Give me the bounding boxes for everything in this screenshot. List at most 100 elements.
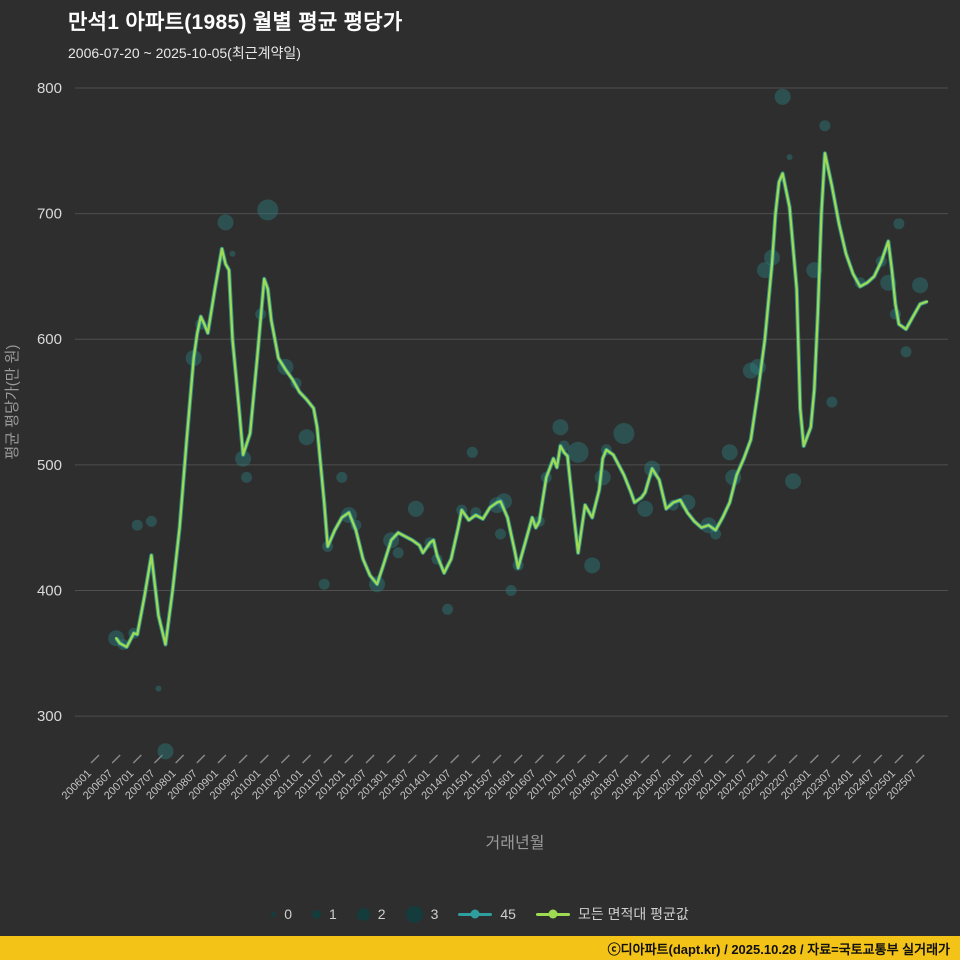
- x-tick-mark: [259, 754, 269, 764]
- x-tick-mark: [915, 754, 925, 764]
- x-tick-mark: [196, 754, 206, 764]
- x-tick-mark: [809, 754, 819, 764]
- y-tick-label: 400: [37, 582, 62, 599]
- scatter-bubble[interactable]: [229, 250, 236, 257]
- y-tick-label: 300: [37, 708, 62, 725]
- scatter-bubble[interactable]: [392, 547, 404, 559]
- legend-size-0[interactable]: 0: [271, 906, 292, 922]
- x-tick-mark: [598, 754, 608, 764]
- scatter-bubble[interactable]: [552, 419, 569, 436]
- scatter-bubble[interactable]: [819, 120, 831, 132]
- x-tick-mark: [153, 754, 163, 764]
- teal-line-icon: [458, 909, 493, 919]
- chart-header: 만석1 아파트(1985) 월별 평균 평당가 2006-07-20 ~ 202…: [68, 10, 402, 63]
- series-avg-line[interactable]: [115, 152, 929, 649]
- scatter-bubble[interactable]: [786, 154, 793, 161]
- x-tick-mark: [577, 754, 587, 764]
- scatter-bubble[interactable]: [336, 471, 348, 483]
- scatter-bubble[interactable]: [756, 262, 773, 279]
- legend-series-45-label: 45: [500, 906, 516, 922]
- scatter-bubble[interactable]: [637, 500, 654, 517]
- bubble-size-label: 2: [377, 906, 386, 922]
- x-tick-mark: [534, 754, 544, 764]
- x-tick-mark: [407, 754, 417, 764]
- y-tick-label: 600: [37, 331, 62, 348]
- green-line-icon: [535, 909, 570, 919]
- chart-subtitle: 2006-07-20 ~ 2025-10-05(최근계약일): [68, 45, 301, 61]
- x-tick-mark: [682, 754, 692, 764]
- legend-series-45[interactable]: 45: [458, 906, 516, 922]
- scatter-bubble[interactable]: [710, 528, 722, 540]
- y-tick-label: 800: [37, 80, 62, 97]
- x-tick-mark: [704, 754, 714, 764]
- x-tick-mark: [132, 754, 142, 764]
- x-tick-mark: [492, 754, 502, 764]
- x-tick-mark: [217, 754, 227, 764]
- y-tick-label: 500: [37, 457, 62, 474]
- bubble-size-label: 0: [284, 906, 292, 922]
- x-tick-mark: [619, 754, 629, 764]
- x-tick-mark: [365, 754, 375, 764]
- scatter-bubble[interactable]: [407, 500, 424, 517]
- legend-series-avg[interactable]: 모든 면적대 평균값: [535, 904, 689, 924]
- scatter-bubble[interactable]: [912, 277, 929, 294]
- scatter-bubble[interactable]: [613, 423, 635, 444]
- x-tick-mark: [555, 754, 565, 764]
- scatter-bubble[interactable]: [217, 214, 234, 231]
- x-tick-mark: [90, 754, 100, 764]
- x-tick-mark: [894, 754, 904, 764]
- scatter-bubble[interactable]: [584, 557, 601, 574]
- scatter-bubble[interactable]: [235, 450, 252, 467]
- scatter-bubble[interactable]: [721, 444, 738, 461]
- x-tick-mark: [238, 754, 248, 764]
- grid-layer: 300 400 500 600 700 800: [37, 80, 948, 725]
- x-tick-mark: [852, 754, 862, 764]
- chart-legend: 0 1 2 3 45 모든 면적대 평균값: [0, 904, 960, 924]
- x-tick-mark: [450, 754, 460, 764]
- x-tick-mark: [661, 754, 671, 764]
- scatter-bubble[interactable]: [567, 441, 589, 463]
- legend-size-2[interactable]: 2: [356, 906, 386, 922]
- scatter-bubble[interactable]: [131, 519, 143, 531]
- bubble-size-label: 3: [430, 906, 439, 922]
- x-tick-mark: [746, 754, 756, 764]
- footer-credit-bar: ⓒ디아파트(dapt.kr) / 2025.10.28 / 자료=국토교통부 실…: [0, 936, 960, 960]
- bubble-size-label: 1: [329, 906, 337, 922]
- scatter-bubble[interactable]: [742, 362, 759, 379]
- bubble-size-dot-icon: [271, 911, 277, 917]
- x-tick-mark: [767, 754, 777, 764]
- scatter-bubble[interactable]: [318, 578, 330, 590]
- x-tick-mark: [788, 754, 798, 764]
- scatter-bubble[interactable]: [774, 88, 791, 105]
- y-tick-label: 700: [37, 206, 62, 223]
- scatter-bubble[interactable]: [257, 199, 279, 221]
- scatter-bubble[interactable]: [505, 585, 517, 596]
- bubble-size-dot-icon: [356, 907, 370, 921]
- scatter-bubble[interactable]: [298, 429, 315, 446]
- chart-title: 만석1 아파트(1985) 월별 평균 평당가: [68, 11, 403, 34]
- scatter-bubble[interactable]: [785, 473, 802, 490]
- x-tick-mark: [429, 754, 438, 764]
- scatter-bubble[interactable]: [442, 603, 454, 615]
- x-axis-ticks: 2006012006072007012007072008012008072009…: [60, 754, 925, 802]
- x-tick-mark: [873, 754, 883, 764]
- scatter-bubble[interactable]: [495, 528, 506, 540]
- x-tick-mark: [386, 754, 396, 764]
- x-axis-label: 거래년월: [486, 834, 545, 852]
- scatter-bubble[interactable]: [145, 515, 157, 527]
- legend-size-1[interactable]: 1: [312, 906, 337, 922]
- legend-size-3[interactable]: 3: [405, 905, 439, 923]
- x-tick-mark: [344, 754, 354, 764]
- scatter-bubble[interactable]: [893, 218, 905, 230]
- scatter-bubble-layer[interactable]: [108, 88, 929, 760]
- scatter-bubble[interactable]: [466, 446, 478, 458]
- scatter-bubble[interactable]: [155, 685, 162, 692]
- scatter-bubble[interactable]: [157, 743, 174, 760]
- scatter-bubble[interactable]: [826, 396, 838, 408]
- scatter-bubble[interactable]: [900, 346, 912, 358]
- scatter-bubble[interactable]: [241, 471, 253, 483]
- x-tick-mark: [323, 754, 333, 764]
- x-tick-mark: [640, 754, 650, 764]
- x-tick-mark: [111, 754, 121, 764]
- chart-canvas[interactable]: 300 400 500 600 700 800 200601200607200701200…: [0, 58, 960, 870]
